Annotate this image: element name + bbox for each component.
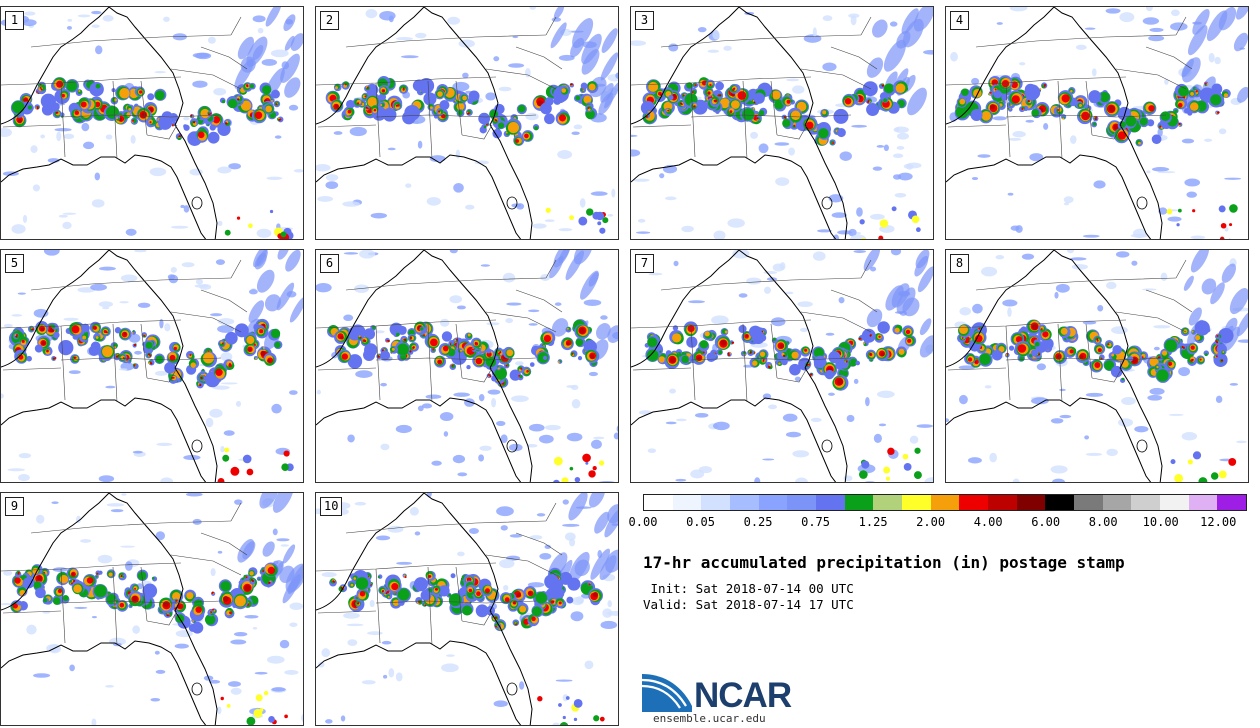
colorbar-swatch [644, 495, 673, 510]
ensemble-member-map: 3 [630, 6, 934, 240]
precipitation-map [946, 250, 1248, 482]
member-number: 5 [5, 254, 24, 273]
colorbar-tick-label: 10.00 [1142, 515, 1179, 529]
colorbar-swatch [1074, 495, 1103, 510]
init-time: Init: Sat 2018-07-14 00 UTC [643, 581, 854, 596]
precipitation-map [631, 7, 933, 239]
colorbar-swatch [959, 495, 989, 510]
ensemble-member-map: 10 [315, 492, 619, 726]
colorbar-tick-label: 0.00 [628, 515, 658, 529]
colorbar-swatch [701, 495, 731, 510]
colorbar-swatch [902, 495, 931, 510]
member-number: 2 [320, 11, 339, 30]
colorbar-swatch [930, 495, 960, 510]
member-number: 4 [950, 11, 969, 30]
precipitation-map [1, 7, 303, 239]
colorbar-swatch [1188, 495, 1218, 510]
colorbar-swatch [988, 495, 1017, 510]
chart-title: 17-hr accumulated precipitation (in) pos… [643, 553, 1125, 572]
member-number: 9 [5, 497, 24, 516]
precipitation-map [316, 493, 618, 725]
colorbar-tick-label: 6.00 [1031, 515, 1061, 529]
ensemble-member-map: 2 [315, 6, 619, 240]
member-number: 10 [320, 497, 343, 516]
colorbar-tick-label: 4.00 [973, 515, 1003, 529]
colorbar-swatch [816, 495, 845, 510]
precipitation-map [316, 250, 618, 482]
member-number: 3 [635, 11, 654, 30]
member-number: 1 [5, 11, 24, 30]
colorbar-swatch [1016, 495, 1046, 510]
valid-time: Valid: Sat 2018-07-14 17 UTC [643, 597, 854, 612]
ensemble-member-map: 5 [0, 249, 304, 483]
ensemble-member-map: 8 [945, 249, 1249, 483]
precipitation-map [631, 250, 933, 482]
colorbar-swatch [672, 495, 702, 510]
precipitation-colorbar [643, 494, 1247, 511]
colorbar-swatch [787, 495, 817, 510]
colorbar-tick-label: 8.00 [1088, 515, 1118, 529]
ensemble-member-map: 1 [0, 6, 304, 240]
colorbar-tick-label: 12.00 [1200, 515, 1237, 529]
member-number: 8 [950, 254, 969, 273]
ensemble-member-map: 9 [0, 492, 304, 726]
colorbar-swatch [1131, 495, 1161, 510]
colorbar-swatch [873, 495, 903, 510]
precipitation-map [946, 7, 1248, 239]
member-number: 6 [320, 254, 339, 273]
colorbar-swatch [844, 495, 874, 510]
colorbar-tick-label: 2.00 [916, 515, 946, 529]
ncar-logo-icon [642, 674, 692, 712]
ensemble-member-map: 4 [945, 6, 1249, 240]
colorbar-tick-label: 0.75 [801, 515, 831, 529]
colorbar-swatch [758, 495, 788, 510]
colorbar-swatch [730, 495, 759, 510]
precipitation-map [1, 493, 303, 725]
colorbar-tick-label: 0.05 [686, 515, 715, 529]
precipitation-map [316, 7, 618, 239]
precipitation-map [1, 250, 303, 482]
member-number: 7 [635, 254, 654, 273]
colorbar-swatch [1102, 495, 1132, 510]
colorbar-swatch [1217, 495, 1247, 510]
colorbar-tick-label: 1.25 [858, 515, 888, 529]
ncar-logo-text: NCAR [694, 676, 792, 715]
ensemble-member-map: 6 [315, 249, 619, 483]
colorbar-swatch [1160, 495, 1189, 510]
colorbar-tick-label: 0.25 [743, 515, 773, 529]
ncar-url: ensemble.ucar.edu [653, 712, 766, 725]
ensemble-member-map: 7 [630, 249, 934, 483]
colorbar-swatch [1045, 495, 1075, 510]
